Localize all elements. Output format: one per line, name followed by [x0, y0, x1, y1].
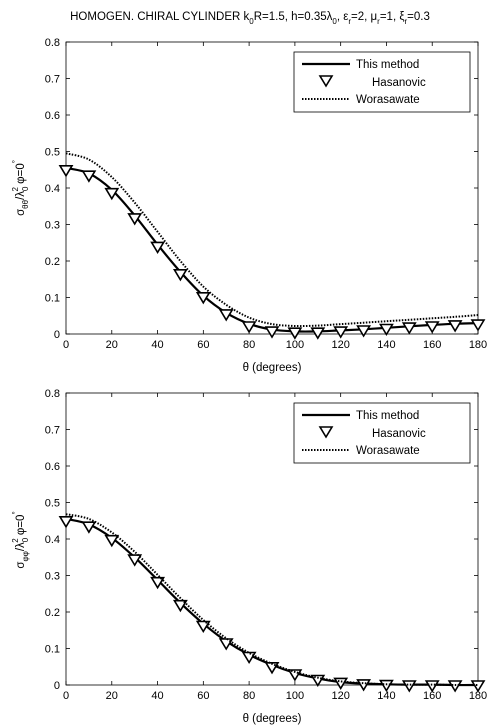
series-point-hasanovic	[287, 327, 303, 340]
y-axis-label-top: σθθ/λ02 φ=0°	[11, 160, 30, 216]
series-point-hasanovic	[401, 680, 417, 693]
series-point-hasanovic	[378, 323, 394, 337]
x-tick-label: 40	[151, 339, 163, 351]
series-point-hasanovic	[150, 576, 166, 590]
x-ticks-bottom: 0 20 40 60 80 100 120 140 160 180	[63, 393, 487, 702]
x-tick-label: 80	[243, 339, 255, 351]
series-point-hasanovic	[310, 327, 326, 340]
series-point-hasanovic	[470, 319, 486, 332]
series-point-hasanovic	[356, 325, 372, 338]
x-tick-label: 0	[63, 690, 69, 702]
series-point-hasanovic	[127, 554, 143, 567]
series-line-this-method	[65, 166, 479, 333]
x-tick-label: 180	[469, 339, 487, 351]
series-point-hasanovic	[81, 521, 97, 534]
series-point-hasanovic	[58, 516, 74, 529]
series-line-worasawate	[65, 152, 479, 328]
y-tick-label: 0.1	[45, 293, 60, 305]
y-tick-label: 0.7	[45, 74, 60, 86]
series-point-hasanovic	[424, 321, 440, 334]
y-tick-label: 0.5	[45, 498, 60, 510]
y-tick-label: 0.4	[45, 183, 60, 195]
y-ticks-bottom: 0 0.1 0.2 0.3 0.4 0.5 0.6 0.7 0.8	[45, 388, 478, 692]
series-group-top	[58, 152, 486, 340]
series-point-hasanovic	[58, 165, 74, 178]
series-point-hasanovic	[81, 170, 97, 183]
series-point-hasanovic	[241, 651, 257, 665]
y-tick-label: 0.3	[45, 220, 60, 232]
legend-label-this-method: This method	[356, 410, 419, 422]
series-point-hasanovic	[447, 320, 463, 333]
series-point-hasanovic	[378, 679, 394, 693]
series-point-hasanovic	[470, 680, 486, 693]
series-point-hasanovic	[218, 309, 234, 322]
series-point-hasanovic	[172, 269, 188, 282]
y-ticks-top: 0 0.1 0.2 0.3 0.4 0.5 0.6 0.7 0.8	[45, 37, 478, 341]
y-tick-label: 0.6	[45, 461, 60, 473]
y-tick-label: 0.6	[45, 110, 60, 122]
series-point-hasanovic	[401, 322, 417, 335]
x-tick-label: 160	[423, 339, 441, 351]
series-point-hasanovic	[104, 534, 120, 548]
legend-swatch-hasanovic	[318, 75, 334, 88]
x-tick-label: 60	[197, 690, 209, 702]
series-point-hasanovic	[195, 292, 211, 305]
series-point-hasanovic	[333, 677, 349, 690]
x-tick-label: 140	[377, 339, 395, 351]
x-tick-label: 40	[151, 690, 163, 702]
x-tick-label: 180	[469, 690, 487, 702]
series-point-hasanovic	[172, 599, 188, 613]
legend-bottom: This method Hasanovic Worasawate	[293, 402, 471, 464]
series-point-hasanovic	[195, 620, 211, 634]
series-point-hasanovic	[333, 326, 349, 339]
chart-bottom: 0 20 40 60 80 100 120 140 160 180 0 0.1 0.2 0.3 0.4 0.…	[11, 388, 487, 725]
series-line-worasawate	[65, 513, 479, 687]
x-tick-label: 80	[243, 690, 255, 702]
y-axis-label-bottom: σφφ/λ02 φ=0°	[11, 511, 30, 568]
y-tick-label: 0.4	[45, 534, 60, 546]
x-tick-label: 100	[286, 339, 304, 351]
legend-label-hasanovic: Hasanovic	[372, 428, 426, 440]
legend-label-this-method: This method	[356, 59, 419, 71]
y-tick-label: 0	[54, 680, 60, 692]
y-tick-label: 0.8	[45, 388, 60, 400]
x-tick-label: 160	[423, 690, 441, 702]
series-point-hasanovic	[150, 241, 166, 254]
series-point-hasanovic	[424, 680, 440, 693]
x-axis-label-bottom: θ (degrees)	[243, 713, 302, 725]
y-tick-label: 0.8	[45, 37, 60, 49]
series-point-hasanovic	[104, 187, 120, 201]
x-tick-label: 60	[197, 339, 209, 351]
y-tick-label: 0.1	[45, 644, 60, 656]
series-group-bottom	[58, 513, 486, 693]
y-tick-label: 0.3	[45, 571, 60, 583]
chart-top: HOMOGEN. CHIRAL CYLINDER k0R=1.5, h=0.35…	[11, 11, 487, 374]
legend-label-worasawate: Worasawate	[356, 445, 420, 457]
chart-title: HOMOGEN. CHIRAL CYLINDER k0R=1.5, h=0.35…	[70, 11, 430, 26]
legend-label-hasanovic: Hasanovic	[372, 77, 426, 89]
x-tick-label: 20	[106, 339, 118, 351]
y-tick-label: 0	[54, 329, 60, 341]
series-point-hasanovic	[264, 326, 280, 339]
x-tick-label: 20	[106, 690, 118, 702]
series-point-hasanovic	[241, 321, 257, 334]
legend-top: This method Hasanovic Worasawate	[293, 51, 471, 113]
x-tick-label: 0	[63, 339, 69, 351]
legend-swatch-hasanovic	[318, 426, 334, 439]
y-tick-label: 0.2	[45, 607, 60, 619]
x-tick-label: 120	[331, 339, 349, 351]
series-line-this-method	[65, 517, 479, 687]
series-point-hasanovic	[127, 213, 143, 226]
y-tick-label: 0.5	[45, 147, 60, 159]
x-axis-label-top: θ (degrees)	[243, 362, 302, 374]
legend-label-worasawate: Worasawate	[356, 94, 420, 106]
series-point-hasanovic	[356, 679, 372, 692]
x-tick-label: 100	[286, 690, 304, 702]
x-tick-label: 120	[331, 690, 349, 702]
y-tick-label: 0.2	[45, 256, 60, 268]
y-tick-label: 0.7	[45, 425, 60, 437]
x-tick-label: 140	[377, 690, 395, 702]
